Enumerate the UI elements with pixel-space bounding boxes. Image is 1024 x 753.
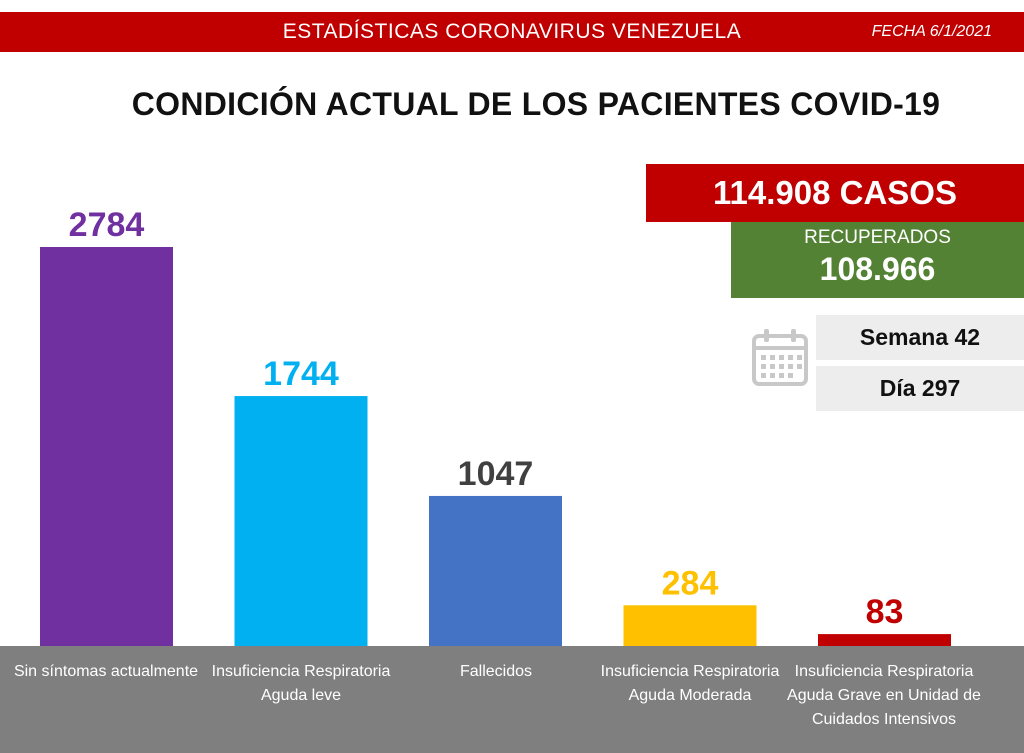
value-label-ira-moderada: 284: [662, 564, 719, 602]
category-label-ira-leve: Insuficiencia Respiratoria Aguda leve: [211, 663, 391, 704]
bar-ira-moderada: [623, 605, 757, 646]
day-box: Día 297: [816, 366, 1024, 411]
category-label-sin-sintomas: Sin síntomas actualmente: [13, 663, 199, 680]
value-label-ira-leve: 1744: [263, 355, 339, 393]
recovered-value: 108.966: [819, 251, 936, 287]
category-label-ira-moderada: Insuficiencia Respiratoria Aguda Moderad…: [600, 663, 780, 704]
category-band: [0, 646, 1024, 753]
recovered-label: RECUPERADOS: [804, 227, 951, 248]
value-label-sin-sintomas: 2784: [69, 206, 145, 244]
week-label: Semana 42: [859, 324, 981, 350]
bar-sin-sintomas: [40, 247, 173, 646]
page-title: CONDICIÓN ACTUAL DE LOS PACIENTES COVID-…: [131, 86, 941, 122]
total-cases-box: 114.908 CASOS: [646, 164, 1024, 222]
header-date: FECHA 6/1/2021: [871, 23, 992, 40]
header-title: ESTADÍSTICAS CORONAVIRUS VENEZUELA: [282, 20, 742, 43]
bar-fallecidos: [429, 495, 562, 646]
bar-ira-leve: [234, 396, 368, 646]
recovered-box: RECUPERADOS 108.966: [731, 222, 1024, 298]
value-label-ira-grave-uci: 83: [866, 593, 904, 631]
category-label-ira-grave-uci: Insuficiencia Respiratoria Aguda Grave e…: [787, 663, 981, 728]
value-label-fallecidos: 1047: [458, 455, 534, 493]
bar-ira-grave-uci: [818, 634, 951, 646]
day-label: Día 297: [879, 375, 961, 401]
header-bar: ESTADÍSTICAS CORONAVIRUS VENEZUELA FECHA…: [0, 12, 1024, 52]
total-cases-value: 114.908 CASOS: [713, 174, 957, 211]
week-box: Semana 42: [816, 315, 1024, 360]
calendar-icon: [752, 329, 808, 386]
category-label-fallecidos: Fallecidos: [459, 663, 533, 680]
